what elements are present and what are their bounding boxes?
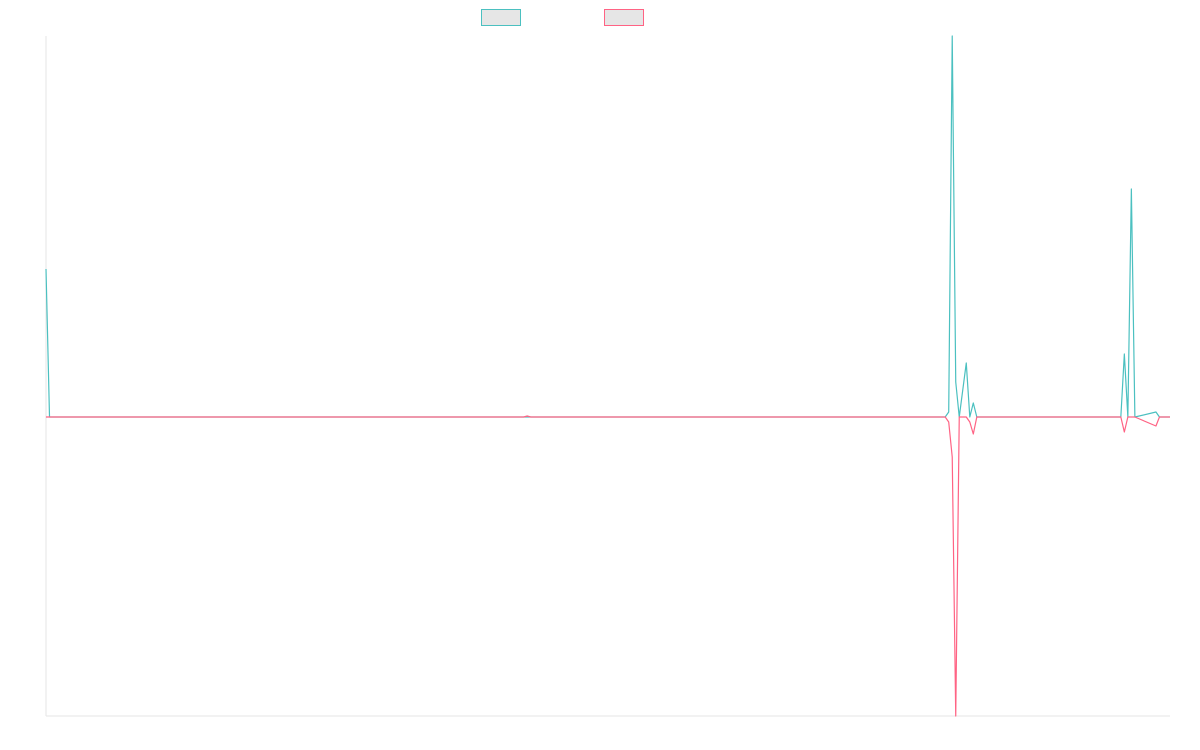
series-line (45, 35, 1170, 418)
legend-swatch (604, 9, 644, 26)
series-line (46, 415, 1170, 717)
legend-swatch (481, 9, 521, 26)
